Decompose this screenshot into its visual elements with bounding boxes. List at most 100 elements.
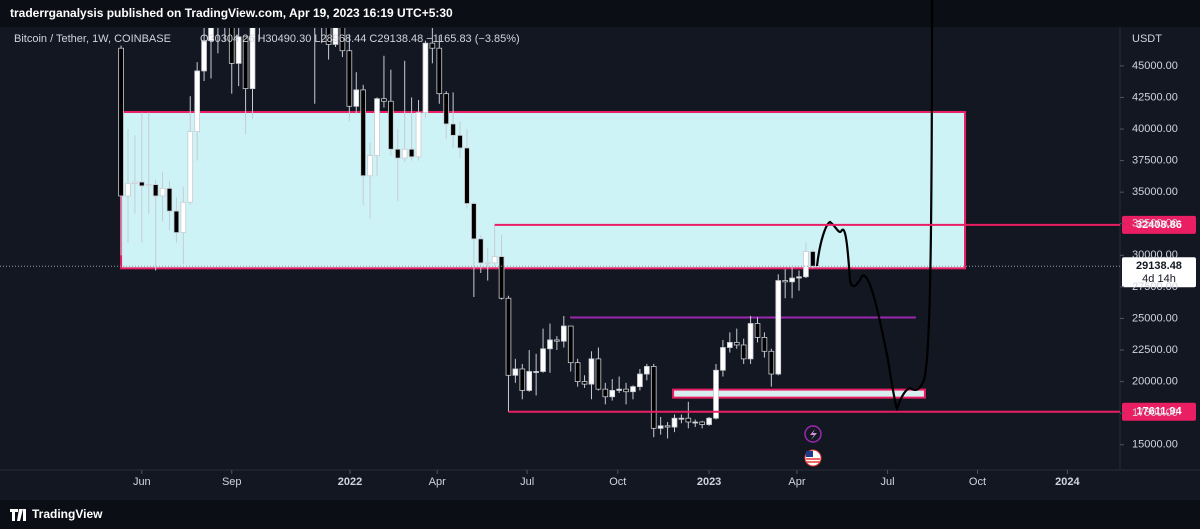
candle-body xyxy=(678,417,685,420)
candle-body xyxy=(657,425,664,429)
candle-body xyxy=(208,28,214,42)
y-tick-label: 42500.00 xyxy=(1132,91,1178,103)
candle-body xyxy=(194,70,200,132)
candle-body xyxy=(346,50,353,107)
price-tag xyxy=(1122,215,1196,234)
y-tick-label: 32500.00 xyxy=(1132,218,1178,230)
candle-body xyxy=(775,280,782,375)
candle-body xyxy=(671,417,678,428)
x-tick-label: Apr xyxy=(429,476,446,488)
candle-body xyxy=(512,368,519,376)
candle-body xyxy=(706,417,712,425)
candle-body xyxy=(450,123,456,136)
candle-body xyxy=(650,366,657,429)
candle-body xyxy=(477,238,484,264)
zone xyxy=(672,388,926,399)
y-tick-label: 37500.00 xyxy=(1132,155,1178,167)
plot-area xyxy=(0,28,1120,439)
event-icon-bolt xyxy=(810,429,817,440)
x-tick-label: Oct xyxy=(969,476,986,488)
candle-body xyxy=(554,339,560,342)
candle-body xyxy=(360,89,367,177)
hand-drawn-projection xyxy=(815,0,934,413)
candle-body xyxy=(782,280,788,283)
y-tick-label: 22500.00 xyxy=(1132,344,1178,356)
candle-body xyxy=(588,358,595,385)
y-tick-label: 45000.00 xyxy=(1132,60,1178,72)
flag-icon-canton xyxy=(806,451,813,457)
x-tick-label: Sep xyxy=(222,476,242,488)
candle-body xyxy=(415,112,422,158)
y-tick-label: 27500.00 xyxy=(1132,281,1178,293)
x-tick-label: Jul xyxy=(881,476,895,488)
zone xyxy=(120,110,967,270)
candle-body xyxy=(367,155,373,177)
candle-body xyxy=(560,325,567,342)
bar-countdown: 4d 14h xyxy=(1142,273,1176,285)
candle-body xyxy=(574,362,581,382)
candle-body xyxy=(325,28,332,45)
candle-body xyxy=(602,388,609,398)
y-tick-label: 35000.00 xyxy=(1132,186,1178,198)
candle-body xyxy=(699,421,705,425)
x-tick-label: Jul xyxy=(520,476,534,488)
candle-body xyxy=(457,134,463,149)
candle-body xyxy=(733,342,740,346)
candle-body xyxy=(637,373,643,388)
candle-body xyxy=(187,131,194,203)
candle-body xyxy=(353,89,360,107)
candle-body xyxy=(581,381,588,385)
candle-body xyxy=(118,47,124,197)
last-price-tag xyxy=(1122,257,1196,288)
candle-body xyxy=(166,187,173,212)
candle-body xyxy=(533,371,539,373)
header-bar xyxy=(0,0,1200,27)
candle-body xyxy=(339,28,346,52)
candle-body xyxy=(630,386,636,393)
candle-body xyxy=(616,388,622,391)
candle-body xyxy=(754,323,761,338)
x-tick-label: Jun xyxy=(133,476,151,488)
x-tick-label: 2024 xyxy=(1055,476,1080,488)
y-tick-label: 25000.00 xyxy=(1132,312,1178,324)
y-tick-label: 15000.00 xyxy=(1132,439,1178,451)
candle-body xyxy=(408,148,415,158)
candle-body xyxy=(394,148,401,159)
brand-name: TradingView xyxy=(32,507,103,521)
candle-body xyxy=(768,350,775,375)
candle-body xyxy=(789,277,795,283)
candle-body xyxy=(242,36,249,90)
last-price-label: 29138.48 xyxy=(1136,260,1182,272)
candle-body xyxy=(519,368,526,391)
candle-body xyxy=(761,336,768,352)
footer-bar xyxy=(0,500,1200,529)
x-tick-label: Oct xyxy=(609,476,626,488)
candle-body xyxy=(464,147,470,204)
candle-body xyxy=(547,339,553,350)
candle-body xyxy=(138,181,145,187)
candle-body xyxy=(381,98,387,102)
candle-body xyxy=(498,256,505,299)
currency-label: USDT xyxy=(1132,33,1162,45)
header-text: traderrganalysis published on TradingVie… xyxy=(10,6,453,20)
price-tag-label: 17611.94 xyxy=(1136,406,1182,418)
legend-ohlc: O30304.26 H30490.30 L28968.44 C29138.48 … xyxy=(200,33,520,45)
candle-body xyxy=(401,148,408,159)
price-tag-label: 32408.86 xyxy=(1136,219,1182,231)
y-tick-label: 40000.00 xyxy=(1132,123,1178,135)
candle-body xyxy=(159,187,166,197)
candle-body xyxy=(332,28,339,45)
candle-body xyxy=(720,347,726,371)
candle-body xyxy=(471,203,477,240)
candle-body xyxy=(643,366,650,375)
candle-body xyxy=(540,348,546,372)
candle-body xyxy=(228,28,235,64)
price-tag xyxy=(1122,402,1196,421)
candle-body xyxy=(152,184,159,197)
candle-body xyxy=(374,98,380,156)
candle-body xyxy=(484,262,491,265)
candle-body xyxy=(235,36,242,64)
candle-body xyxy=(505,297,512,376)
